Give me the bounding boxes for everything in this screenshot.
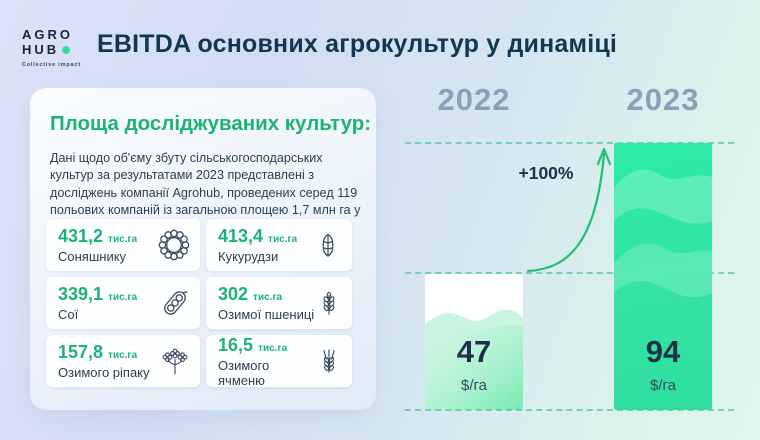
- gridline-baseline: [405, 409, 734, 411]
- stat-value: 431,2: [58, 226, 104, 246]
- stat-label: Озимої пшениці: [218, 307, 315, 322]
- sunflower-icon: [157, 228, 191, 262]
- bar-wave-decoration: [614, 169, 712, 298]
- stat-unit: тис.га: [108, 292, 138, 303]
- panel-description: Дані щодо об'єму збуту сільськогосподарс…: [50, 151, 361, 234]
- logo-dot-icon: [62, 46, 71, 55]
- stat-value: 413,4: [218, 226, 264, 246]
- bar-2022: 47 $/га: [425, 274, 523, 410]
- stat-value: 16,5: [218, 334, 254, 355]
- year-label-2022: 2022: [437, 82, 511, 117]
- stat-card-barley: 16,5 тис.га Озимого ячменю: [206, 334, 352, 388]
- bar-wave-decoration: [425, 309, 523, 410]
- panel-heading: Площа досліджуваних культур:: [50, 112, 372, 135]
- stat-value: 302: [218, 284, 249, 304]
- logo-tagline: Collective impact: [22, 61, 81, 68]
- stat-card-corn: 413,4 тис.га Кукурудзи: [206, 219, 352, 271]
- stat-unit: тис.га: [268, 234, 298, 245]
- crop-area-panel: Площа досліджуваних культур: Дані щодо о…: [30, 88, 376, 410]
- stat-label: Озимого ріпаку: [58, 365, 150, 380]
- gridline-top: [405, 142, 734, 144]
- stat-card-sunflower: 431,2 тис.га Соняшнику: [46, 219, 200, 271]
- stat-card-rapeseed: 157,8 тис.га Озимого ріпаку: [46, 335, 200, 387]
- bar-value-2022: 47: [456, 334, 492, 369]
- stat-label: Соняшнику: [58, 249, 127, 264]
- bar-2023: 94 $/га: [614, 143, 712, 410]
- stat-card-soy: 339,1 тис.га Сої: [46, 277, 200, 329]
- growth-arrow-icon: [526, 147, 612, 273]
- wheat-icon: [315, 289, 343, 317]
- stat-value: 157,8: [58, 342, 104, 362]
- stat-unit: тис.га: [108, 350, 138, 361]
- crop-stats-grid: 431,2 тис.га Соняшнику 413,4 тис: [46, 219, 352, 388]
- stat-value: 339,1: [58, 284, 104, 304]
- logo-text-hub: HUB: [22, 42, 92, 58]
- stat-card-wheat: 302 тис.га Озимої пшениці: [206, 277, 352, 329]
- rapeseed-icon: [159, 345, 191, 377]
- stat-label: Кукурудзи: [218, 249, 279, 264]
- bar-unit-2022: $/га: [461, 377, 487, 394]
- logo-text-agro: AGRO: [22, 27, 73, 42]
- bar-value-2023: 94: [645, 334, 681, 369]
- page-title: EBITDA основних агрокультур у динаміці: [97, 30, 618, 58]
- agrohub-logo: AGRO HUB Collective impact: [22, 27, 92, 68]
- stat-label: Озимого ячменю: [218, 357, 270, 388]
- stat-label: Сої: [58, 307, 79, 322]
- growth-annotation: +100%: [518, 163, 574, 183]
- stat-unit: тис.га: [108, 234, 138, 245]
- soybean-icon: [159, 287, 191, 319]
- stat-unit: тис.га: [258, 342, 288, 354]
- bar-unit-2023: $/га: [650, 377, 676, 394]
- gridline-middle: [405, 272, 734, 274]
- barley-icon: [315, 347, 343, 375]
- corn-icon: [313, 230, 343, 260]
- year-label-2023: 2023: [626, 82, 700, 117]
- stat-unit: тис.га: [253, 292, 283, 303]
